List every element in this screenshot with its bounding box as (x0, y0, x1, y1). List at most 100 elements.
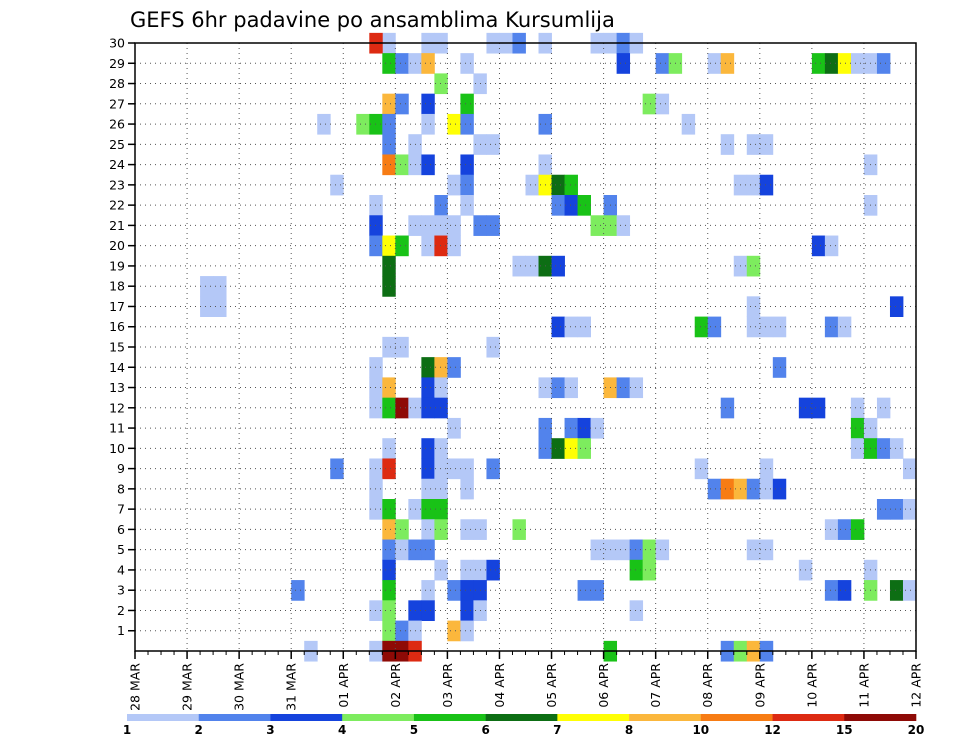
heatmap-cell (382, 458, 396, 480)
heatmap-cell (369, 235, 383, 257)
heatmap-cell (460, 559, 474, 581)
heatmap-cell (629, 559, 644, 581)
x-tick-label: 03 APR (440, 663, 455, 708)
heatmap-cell (564, 195, 578, 216)
heatmap-cell (382, 519, 396, 540)
heatmap-cell (551, 174, 565, 196)
heatmap-cell (629, 377, 644, 399)
heatmap-cell (421, 478, 435, 500)
y-tick-label: 9 (117, 461, 125, 476)
heatmap-cell (421, 539, 435, 561)
x-tick-label: 04 APR (492, 663, 507, 708)
x-tick-label: 29 MAR (180, 663, 195, 711)
heatmap-cell (200, 276, 214, 297)
heatmap-cell (460, 195, 474, 216)
heatmap-cell (772, 478, 787, 500)
heatmap-cell (434, 397, 448, 419)
y-tick-label: 12 (109, 400, 125, 415)
heatmap-cell (486, 336, 500, 358)
heatmap-cell (889, 438, 904, 459)
heatmap-cell (447, 235, 461, 257)
heatmap-cell (395, 93, 409, 115)
heatmap-cell (369, 357, 383, 378)
heatmap-cell (369, 195, 383, 216)
heatmap-cell (330, 174, 344, 196)
legend-label: 4 (338, 723, 346, 737)
heatmap-cell (434, 73, 448, 95)
heatmap-cell (876, 499, 891, 520)
heatmap-cell (564, 174, 578, 196)
heatmap-cell (460, 519, 474, 540)
heatmap-cell (421, 600, 435, 621)
heatmap-cell (330, 458, 344, 480)
heatmap-cell (434, 559, 448, 581)
legend-label: 5 (410, 723, 418, 737)
heatmap-cell (811, 53, 826, 74)
heatmap-cell (395, 397, 409, 419)
legend-label: 3 (266, 723, 274, 737)
heatmap-cell (746, 174, 761, 196)
heatmap-cell (447, 215, 461, 236)
heatmap-cell (876, 438, 891, 459)
heatmap-cell (447, 174, 461, 196)
heatmap-cell (382, 154, 396, 176)
heatmap-cell (720, 134, 735, 155)
y-tick-label: 1 (117, 623, 125, 638)
heatmap-cell (512, 519, 526, 540)
heatmap-cell (746, 296, 761, 317)
y-tick-label: 11 (109, 421, 125, 436)
legend-label: 6 (481, 723, 489, 737)
y-tick-label: 22 (109, 198, 125, 213)
y-tick-label: 15 (109, 340, 125, 355)
heatmap-cell (525, 174, 539, 196)
y-tick-label: 2 (117, 603, 125, 618)
heatmap-cell (369, 113, 383, 135)
heatmap-cell (837, 580, 852, 601)
heatmap-cell (902, 499, 917, 520)
heatmap-cell (590, 580, 604, 601)
heatmap-cell (811, 397, 826, 419)
heatmap-cell (772, 316, 787, 338)
legend-color-swatch (198, 714, 271, 721)
x-tick-label: 31 MAR (284, 663, 299, 711)
heatmap-cell (642, 559, 657, 581)
heatmap-cell (421, 377, 435, 399)
grid-lines (135, 43, 916, 651)
legend-color-swatch (127, 714, 200, 721)
heatmap-cell (369, 600, 383, 621)
heatmap-cell (434, 235, 448, 257)
heatmap-cell (460, 154, 474, 176)
heatmap-cell (759, 174, 774, 196)
heatmap-cell (746, 255, 761, 277)
heatmap-cell (551, 316, 565, 338)
heatmap-cell (746, 316, 761, 338)
heatmap-cell (421, 438, 435, 459)
heatmap-cell (447, 620, 461, 642)
y-tick-label: 16 (109, 319, 125, 334)
x-tick-label: 08 APR (700, 663, 715, 708)
legend-color-swatch (485, 714, 558, 721)
heatmap-cell (356, 113, 370, 135)
heatmap-cell (434, 215, 448, 236)
heatmap-cell (564, 377, 578, 399)
heatmap-cell (200, 296, 214, 317)
heatmap-cell (434, 377, 448, 399)
legend-label: 1 (123, 723, 131, 737)
heatmap-cell (395, 235, 409, 257)
heatmap-cell (824, 53, 839, 74)
heatmap-cell (460, 113, 474, 135)
heatmap-cell (421, 458, 435, 480)
heatmap-cell (421, 357, 435, 378)
heatmap-cell (902, 580, 917, 601)
y-tick-label: 13 (109, 380, 125, 395)
heatmap-cell (902, 458, 917, 480)
heatmap-cell (850, 397, 865, 419)
heatmap-cell (382, 276, 396, 297)
heatmap-cell (395, 519, 409, 540)
y-tick-label: 26 (109, 117, 125, 132)
heatmap-cell (525, 255, 539, 277)
heatmap-cell (382, 134, 396, 155)
heatmap-cell (486, 215, 500, 236)
heatmap-cell (369, 397, 383, 419)
heatmap-cell (421, 154, 435, 176)
